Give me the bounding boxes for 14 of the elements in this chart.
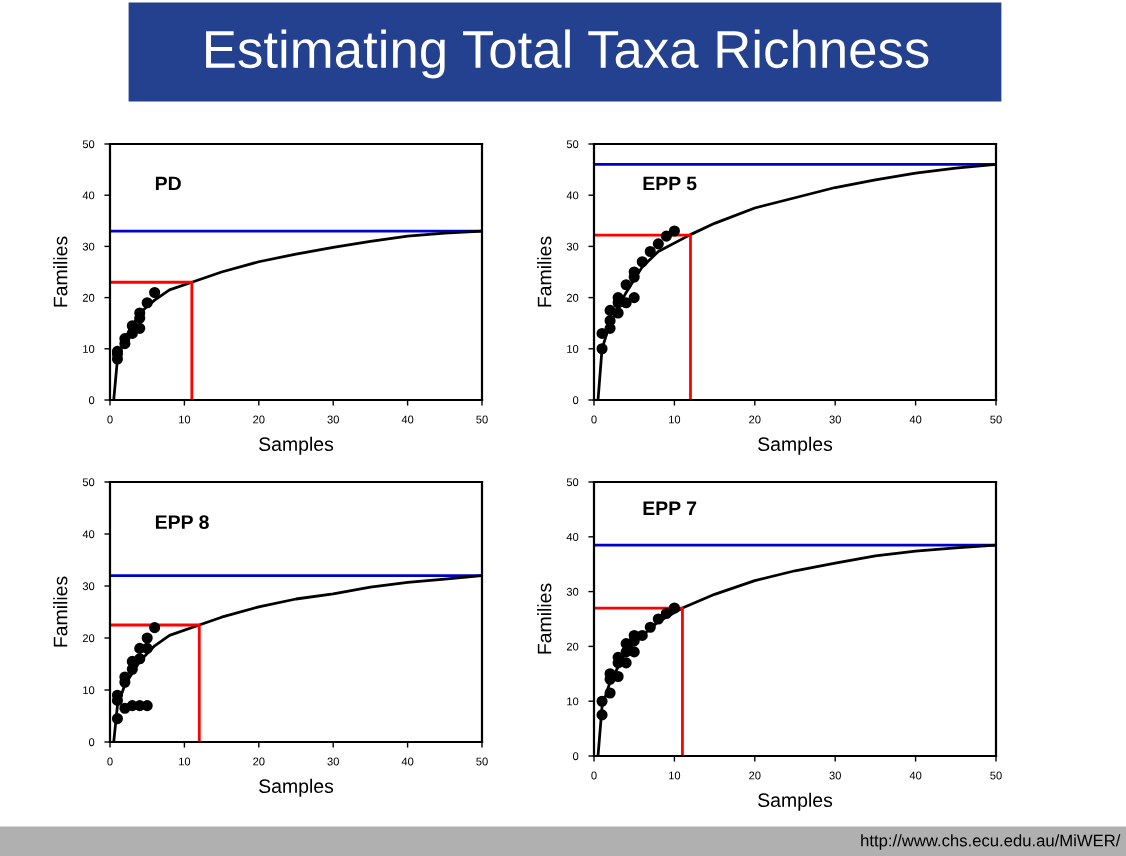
annotation: EPP 8 <box>155 515 209 529</box>
y-axis-title: Families <box>53 236 68 307</box>
x-axis-title: Samples <box>758 792 833 811</box>
annotation: PD <box>155 176 181 191</box>
y-axis-title: Families <box>53 576 68 647</box>
x-axis-title: Samples <box>259 778 334 797</box>
x-axis-title: Samples <box>758 436 833 455</box>
y-axis-title: Families <box>537 236 552 307</box>
y-axis-title: Families <box>537 583 552 654</box>
text: http://www.chs.ecu.edu.au/MiWER/ <box>861 834 1121 850</box>
x-axis-title: Samples <box>259 436 334 455</box>
annotation: EPP 7 <box>643 501 697 515</box>
annotation: EPP 5 <box>643 176 697 191</box>
chart-title: Estimating Total Taxa Richness <box>206 29 929 79</box>
